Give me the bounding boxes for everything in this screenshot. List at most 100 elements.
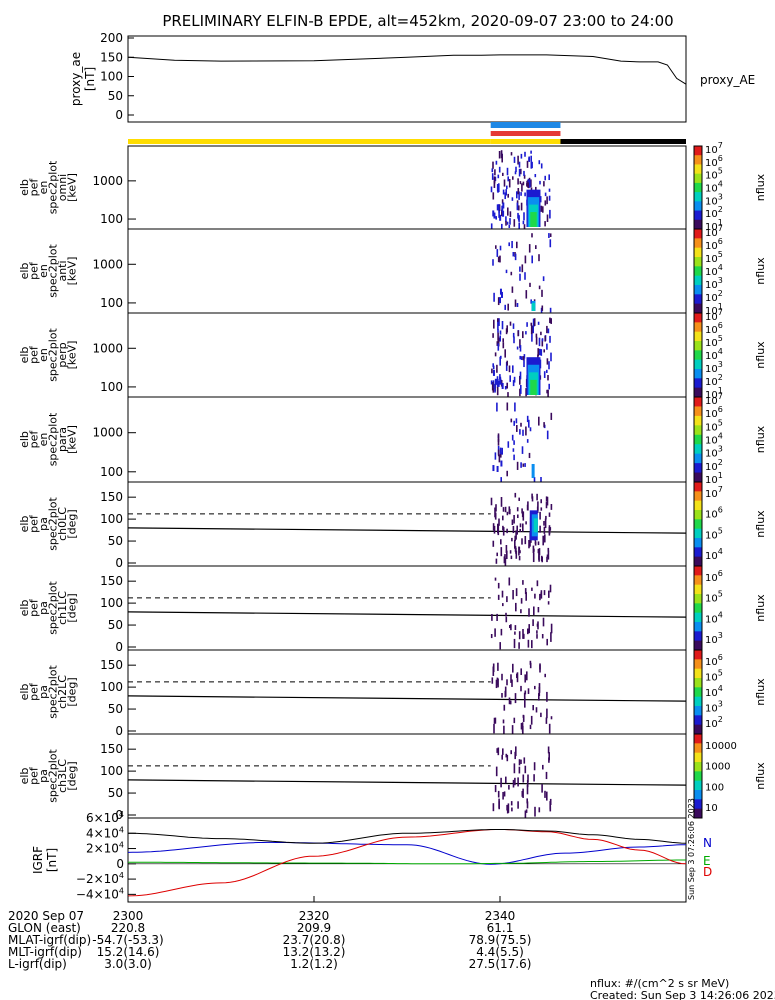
spectrogram-cell [493,292,495,302]
spectrogram-cell [528,244,531,253]
pitch-angle-cell [520,668,522,675]
pitch-angle-cell [500,497,503,507]
spectrogram-cell [547,375,549,381]
colorbar-tick-label: 106 [705,405,723,420]
pitch-angle-cell [498,518,500,526]
colorbar-label: nflux [754,594,767,622]
colorbar-tick-label: 105 [705,167,723,182]
colorbar-tick-label: 107 [705,141,723,156]
colorbar-segment [694,519,702,530]
pitch-angle-cell [547,547,550,552]
spectrogram-cell [519,339,521,348]
spectrogram-cell [498,166,501,173]
colorbar-tick-label: 101 [705,302,723,317]
spectrogram-cell [490,223,493,231]
spectrogram-cell [531,233,533,238]
spectrogram-cell [506,382,508,389]
spectrogram-ylabel-line: anti [56,260,69,281]
pitch-angle-ytick-label: 150 [100,658,123,672]
spectrogram-ylabel-line: omni [56,174,69,201]
pitch-angle-cell [494,785,497,793]
pitch-angle-cell [526,785,529,795]
pitch-angle-cell [538,550,540,560]
footer-row-label: MLT-igrf(dip) [8,945,82,959]
footer-row-value: 23.7(20.8) [283,933,346,947]
pitch-angle-cell [513,763,516,774]
spectrogram-cell [512,323,515,329]
colorbar-tick-label: 105 [705,669,723,684]
spectrogram-cell [547,328,550,334]
pitch-angle-cell [493,717,496,724]
pitch-angle-cell [520,598,523,604]
spectrogram-cell [492,333,494,338]
spectrogram-cell [506,325,508,333]
colorbar-segment [694,238,702,249]
spectrogram-cell [517,188,520,192]
spectrogram-cell [515,418,518,424]
spectrogram-cell [525,388,527,397]
pitch-angle-cell [540,507,543,511]
spectrogram-cell [499,245,502,251]
pitch-angle-cell [509,625,511,629]
pitch-angle-ylabel-line: pef [28,766,41,785]
colorbar-label: nflux [754,341,767,369]
colorbar-segment [694,463,702,474]
spectrogram-cell [526,322,528,327]
colorbar-segment [694,331,702,342]
spectrogram-cell [492,465,495,472]
spectrogram-cell [501,209,503,217]
spectrogram-cell [546,389,548,394]
colorbar-segment [694,275,702,286]
pitch-angle-cell [525,809,528,813]
spectrogram-cell [544,221,546,227]
spectrogram-cell [511,197,514,201]
colorbar-label: nflux [754,173,767,201]
spectrogram-cell [546,369,548,373]
colorbar-tick-label: 106 [705,154,723,169]
footer-row-value: 61.1 [487,921,514,935]
spectrogram-cell [516,202,519,211]
footer-row-value: 13.2(13.2) [283,945,346,959]
pitch-angle-cell [533,606,535,615]
spectrogram-cell [549,209,551,219]
spectrogram-cell [546,430,549,440]
spectrogram-cell [548,188,551,192]
pitch-angle-cell [501,673,503,681]
spectrogram-cell [550,318,552,324]
footer-row-value: 78.9(75.5) [469,933,532,947]
spectrogram-cell [519,355,521,360]
pitch-angle-cell [533,774,535,782]
colorbar-segment [694,415,702,426]
colorbar-segment [694,444,702,455]
spectrogram-cell [505,269,508,274]
spectrogram-ylabel-line: spec2plot [47,412,60,466]
pitch-angle-cell [522,714,525,718]
spectrogram-cell [543,422,545,428]
spectrogram-ylabel-line: spec2plot [47,328,60,382]
colorbar-segment [694,266,702,277]
spectrogram-cell [549,233,552,237]
colorbar-tick-label: 102 [705,373,723,388]
pitch-angle-cell [526,798,528,804]
spectrogram-cell [525,290,528,299]
pitch-angle-cell [536,634,538,639]
spectrogram-cell [513,219,516,227]
spectrogram-cell [491,173,494,180]
colorbar-segment [694,528,702,539]
pitch-angle-cell [521,511,524,518]
pitch-angle-cell [519,528,521,533]
pitch-angle-cell [545,717,548,724]
spectrogram-ylabel-line: en [37,181,50,195]
pitch-angle-cell [524,588,527,595]
colorbar-segment [694,659,702,670]
spectrogram-cell [526,439,529,443]
pitch-angle-cell [546,554,549,558]
spectrogram-cell [505,189,507,196]
spectrogram-cell [498,209,500,218]
pitch-angle-cell [500,547,503,557]
colorbar-segment [694,247,702,258]
pitch-angle-cell [535,707,538,713]
spectrogram-cell [513,336,515,344]
spectrogram-cell [535,245,537,250]
